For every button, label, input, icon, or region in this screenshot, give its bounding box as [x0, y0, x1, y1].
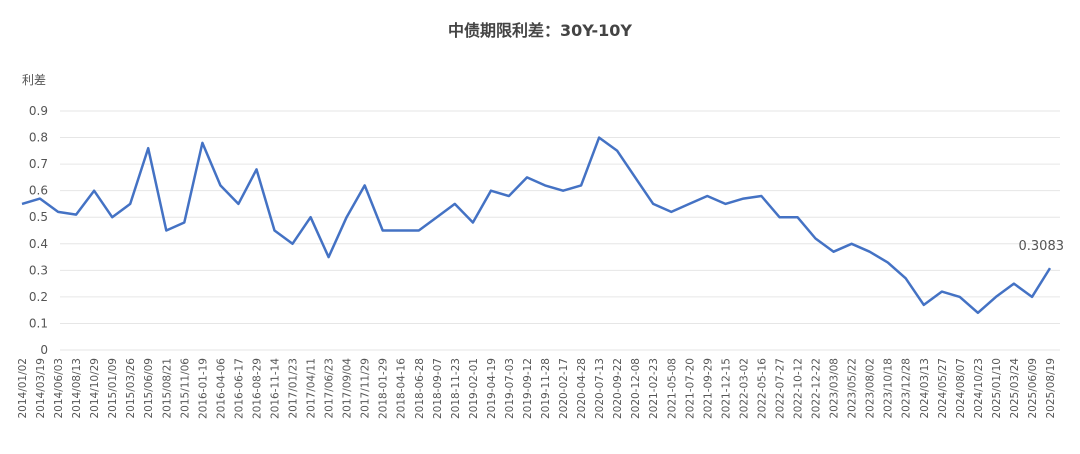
x-tick-label: 2017/04/11: [306, 358, 318, 419]
x-tick-label: 2025/08/19: [1045, 358, 1057, 419]
x-tick-label: 2019-07-03: [504, 358, 516, 419]
x-tick-label: 2022-10-12: [793, 358, 805, 419]
x-tick-label: 2018-09-07: [432, 358, 444, 419]
x-tick-label: 2016-06-17: [233, 358, 245, 419]
y-tick-label: 0.2: [29, 290, 48, 304]
x-tick-label: 2017/11/29: [360, 358, 372, 419]
x-tick-label: 2023/12/28: [901, 358, 913, 419]
x-tick-label: 2022-12-22: [811, 358, 823, 419]
x-tick-label: 2024/03/13: [919, 358, 931, 419]
y-tick-label: 0.9: [29, 104, 48, 118]
x-tick-label: 2017/09/04: [342, 358, 354, 419]
x-tick-label: 2016-04-06: [215, 358, 227, 419]
y-tick-label: 0.5: [29, 210, 48, 224]
x-tick-label: 2021-07-20: [684, 358, 696, 419]
x-tick-label: 2015/03/26: [125, 358, 137, 419]
x-tick-label: 2017/06/23: [324, 358, 336, 419]
x-tick-label: 2022-03-02: [738, 358, 750, 419]
x-tick-label: 2021-02-23: [648, 358, 660, 419]
x-tick-label: 2015/06/09: [143, 358, 155, 419]
x-tick-label: 2024/10/23: [973, 358, 985, 419]
x-tick-label: 2020-04-28: [576, 358, 588, 419]
x-tick-label: 2020-07-13: [594, 358, 606, 419]
x-tick-label: 2014/06/03: [53, 358, 65, 419]
x-tick-label: 2021-12-15: [720, 358, 732, 419]
x-tick-label: 2023/03/08: [829, 358, 841, 419]
x-tick-label: 2016-01-19: [197, 358, 209, 419]
x-tick-label: 2024/05/27: [937, 358, 949, 419]
x-tick-label: 2019-11-28: [540, 358, 552, 419]
x-tick-label: 2025/03/24: [1009, 358, 1021, 419]
y-tick-label: 0.3: [29, 263, 48, 277]
x-tick-label: 2020-09-22: [612, 358, 624, 419]
x-tick-label: 2015/11/06: [179, 358, 191, 419]
x-tick-label: 2023/10/18: [883, 358, 895, 419]
x-tick-label: 2018-01-29: [378, 358, 390, 419]
x-tick-label: 2020-02-17: [558, 358, 570, 419]
x-tick-label: 2018-04-16: [396, 358, 408, 419]
x-tick-label: 2024/08/07: [955, 358, 967, 419]
x-tick-label: 2017/01/23: [288, 358, 300, 419]
x-tick-label: 2025/01/10: [991, 358, 1003, 419]
y-axis-label: 利差: [22, 73, 46, 87]
x-tick-label: 2023/05/22: [847, 358, 859, 419]
x-tick-label: 2014/10/29: [89, 358, 101, 419]
x-tick-label: 2025/06/09: [1027, 358, 1039, 419]
y-tick-label: 0.1: [29, 316, 48, 330]
y-tick-label: 0.7: [29, 157, 48, 171]
x-tick-label: 2014/03/19: [35, 358, 47, 419]
x-tick-label: 2022-05-16: [756, 358, 768, 419]
y-tick-label: 0.6: [29, 184, 48, 198]
x-tick-label: 2016-11-14: [269, 358, 281, 419]
x-tick-label: 2018-11-23: [450, 358, 462, 419]
x-tick-label: 2021-09-29: [702, 358, 714, 419]
y-tick-label: 0.4: [29, 237, 48, 251]
x-tick-label: 2019-02-01: [468, 358, 480, 419]
chart-title: 中债期限利差：30Y-10Y: [448, 21, 632, 40]
x-tick-label: 2018-06-28: [414, 358, 426, 419]
x-tick-label: 2021-05-08: [666, 358, 678, 419]
x-tick-label: 2014/01/02: [17, 358, 29, 419]
y-tick-label: 0.8: [29, 131, 48, 145]
line: [21, 136, 1052, 315]
x-tick-label: 2015/08/21: [161, 358, 173, 419]
data-label: 0.3083: [1019, 239, 1065, 254]
x-tick-label: 2019-04-19: [486, 358, 498, 419]
x-tick-label: 2022-07-27: [774, 358, 786, 419]
x-tick-label: 2020-12-08: [630, 358, 642, 419]
y-tick-label: 0: [40, 343, 48, 357]
x-tick-label: 2016-08-29: [251, 358, 263, 419]
x-tick-label: 2014/08/13: [71, 358, 83, 419]
x-tick-label: 2019-09-12: [522, 358, 534, 419]
x-tick-label: 2015/01/09: [107, 358, 119, 419]
x-tick-label: 2023/08/02: [865, 358, 877, 419]
